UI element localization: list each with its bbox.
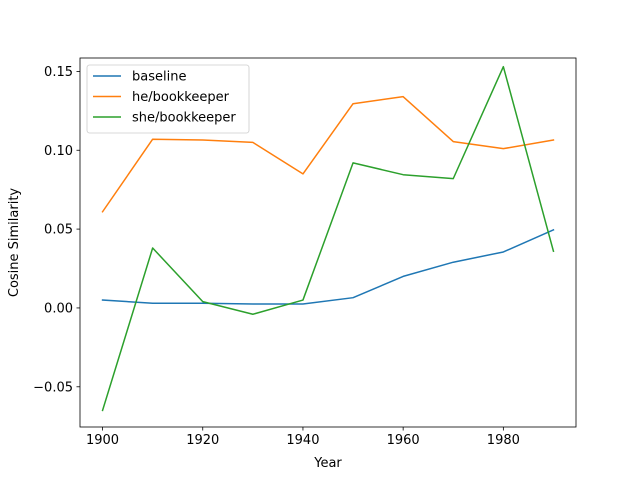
legend-label-1: he/bookkeeper xyxy=(132,90,230,105)
series-line-0 xyxy=(101,228,555,305)
plot-area-frame xyxy=(79,57,577,428)
y-axis-label: Cosine Similarity xyxy=(7,188,22,298)
y-tick-label: 0.05 xyxy=(44,223,73,238)
y-tick-label: 0.10 xyxy=(44,144,73,159)
y-tick-label: 0.15 xyxy=(44,65,73,80)
series-lines xyxy=(101,65,555,412)
legend: baseline he/bookkeeper she/bookkeeper xyxy=(86,64,250,134)
y-tick-label: −0.05 xyxy=(33,380,73,395)
x-tick-label: 1900 xyxy=(86,433,119,448)
y-tick-label: 0.00 xyxy=(44,301,73,316)
series-line-1 xyxy=(101,95,555,213)
x-tick-label: 1980 xyxy=(487,433,520,448)
legend-label-0: baseline xyxy=(132,70,186,85)
x-tick-label: 1920 xyxy=(186,433,219,448)
x-tick-label: 1940 xyxy=(286,433,319,448)
x-tick-label: 1960 xyxy=(387,433,420,448)
legend-label-2: she/bookkeeper xyxy=(132,111,236,126)
legend-box xyxy=(86,64,250,134)
series-line-2 xyxy=(101,65,555,412)
y-axis-ticks: −0.05 0.00 0.05 0.10 0.15 xyxy=(33,65,80,395)
x-axis-label: Year xyxy=(313,456,342,471)
x-axis-ticks: 1900 1920 1940 1960 1980 xyxy=(86,427,520,448)
